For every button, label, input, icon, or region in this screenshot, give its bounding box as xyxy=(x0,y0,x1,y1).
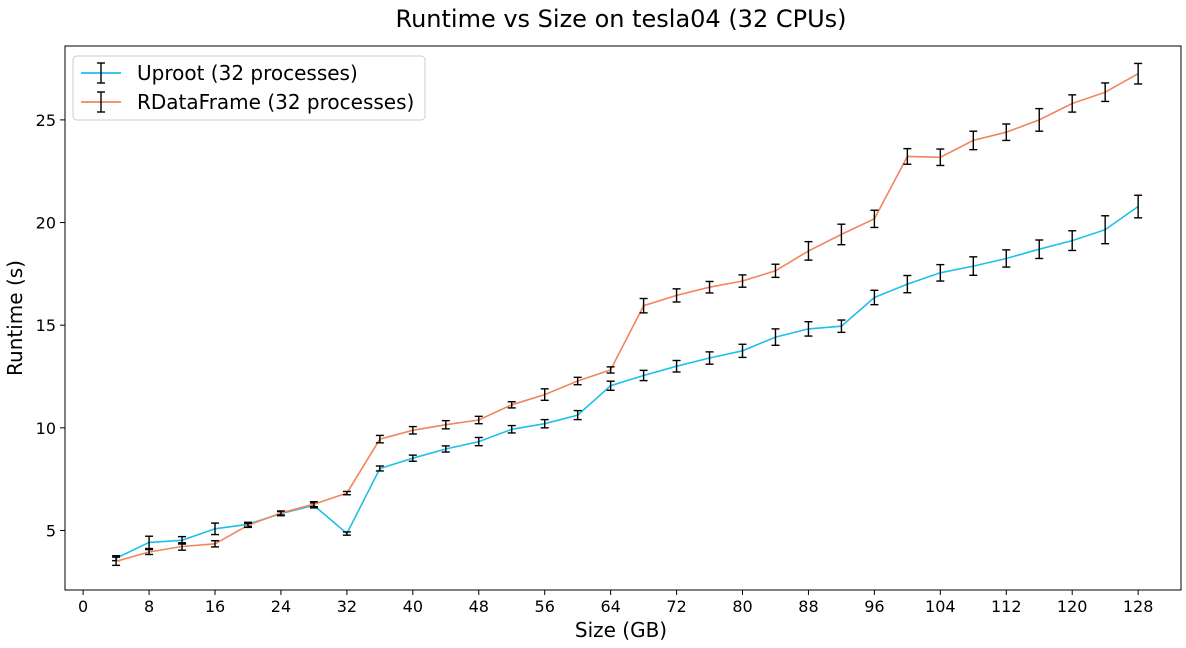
legend-label: Uproot (32 processes) xyxy=(137,61,358,85)
x-tick-label: 120 xyxy=(1057,597,1088,616)
error-bar xyxy=(804,320,813,337)
error-bar xyxy=(145,535,154,550)
x-tick-label: 128 xyxy=(1123,597,1154,616)
x-tick-label: 16 xyxy=(205,597,225,616)
error-bar xyxy=(936,263,945,282)
error-bar xyxy=(606,366,615,374)
error-bar xyxy=(1101,82,1110,103)
error-bar xyxy=(639,369,648,382)
error-bar xyxy=(738,274,747,288)
x-tick-label: 112 xyxy=(991,597,1022,616)
x-tick-label: 24 xyxy=(271,597,291,616)
error-bar xyxy=(969,256,978,277)
x-tick-label: 104 xyxy=(925,597,956,616)
error-bar xyxy=(1068,94,1077,113)
x-tick-label: 32 xyxy=(337,597,357,616)
x-tick-label: 8 xyxy=(144,597,154,616)
y-tick-label: 5 xyxy=(46,521,56,540)
error-bar xyxy=(211,522,220,536)
x-tick-label: 56 xyxy=(535,597,555,616)
y-tick-label: 20 xyxy=(36,214,56,233)
error-bar xyxy=(211,540,220,548)
error-bar xyxy=(1068,230,1077,252)
error-bar xyxy=(408,454,417,462)
series-layer xyxy=(112,62,1143,567)
error-bar xyxy=(672,288,681,303)
x-axis-ticks: 0 8 16 24 32 40 48 56 64 72 80 88 96 104 112 120 128 xyxy=(78,590,1153,616)
error-bar xyxy=(1035,239,1044,260)
error-bar xyxy=(112,556,121,567)
error-bar xyxy=(870,209,879,229)
legend-label: RDataFrame (32 processes) xyxy=(137,90,414,114)
x-tick-label: 48 xyxy=(469,597,489,616)
error-bar xyxy=(408,425,417,435)
error-bar xyxy=(705,280,714,294)
error-bar xyxy=(1134,194,1143,219)
legend: Uproot (32 processes) RDataFrame (32 proc… xyxy=(72,55,426,121)
series-rdataframe xyxy=(112,62,1143,567)
error-bar xyxy=(507,401,516,409)
error-bar xyxy=(1134,62,1143,85)
error-bar xyxy=(145,548,154,556)
error-bar xyxy=(573,409,582,421)
y-axis-ticks: 5 10 15 20 25 xyxy=(36,111,65,540)
error-bar xyxy=(342,531,351,536)
x-tick-label: 64 xyxy=(600,597,620,616)
y-tick-label: 15 xyxy=(36,316,56,335)
error-bar xyxy=(705,351,714,365)
x-tick-label: 0 xyxy=(78,597,88,616)
error-bar xyxy=(639,297,648,314)
error-bar xyxy=(1002,123,1011,142)
error-bar xyxy=(573,376,582,386)
x-tick-label: 40 xyxy=(403,597,423,616)
error-bar xyxy=(276,510,285,516)
y-tick-label: 10 xyxy=(36,419,56,438)
error-bar xyxy=(771,263,780,279)
error-bar xyxy=(309,501,318,508)
plot-area xyxy=(64,45,1182,591)
x-axis-label: Size (GB) xyxy=(575,618,667,642)
error-bar xyxy=(738,343,747,359)
error-bar xyxy=(342,490,351,496)
legend-item: Uproot (32 processes) xyxy=(81,61,358,85)
error-bar xyxy=(375,434,384,444)
error-bar xyxy=(837,223,846,246)
error-bar xyxy=(969,130,978,151)
error-bar xyxy=(606,380,615,391)
legend-box xyxy=(72,55,426,121)
error-bar xyxy=(474,415,483,425)
error-bar xyxy=(837,319,846,334)
x-tick-label: 88 xyxy=(798,597,818,616)
error-bar xyxy=(1101,215,1110,245)
error-bar xyxy=(804,240,813,261)
error-bar xyxy=(903,147,912,165)
x-tick-label: 96 xyxy=(864,597,884,616)
error-bar xyxy=(441,445,450,453)
series-line xyxy=(115,73,1139,563)
x-tick-label: 80 xyxy=(732,597,752,616)
error-bar xyxy=(474,436,483,447)
error-bar xyxy=(1002,249,1011,268)
error-bar xyxy=(441,419,450,430)
error-bar xyxy=(243,522,252,529)
error-bar xyxy=(672,359,681,373)
error-bar xyxy=(771,328,780,347)
y-axis-label: Runtime (s) xyxy=(3,260,27,376)
error-bar xyxy=(1035,107,1044,132)
error-bar xyxy=(178,542,187,551)
legend-item: RDataFrame (32 processes) xyxy=(81,90,414,114)
error-bar xyxy=(375,465,384,472)
chart-title: Runtime vs Size on tesla04 (32 CPUs) xyxy=(395,5,846,33)
error-bar xyxy=(903,274,912,294)
error-bar xyxy=(540,388,549,402)
error-bar xyxy=(870,289,879,306)
x-tick-label: 72 xyxy=(666,597,686,616)
error-bar xyxy=(507,424,516,434)
error-bar xyxy=(936,148,945,167)
y-tick-label: 25 xyxy=(36,111,56,130)
error-bar xyxy=(540,418,549,429)
